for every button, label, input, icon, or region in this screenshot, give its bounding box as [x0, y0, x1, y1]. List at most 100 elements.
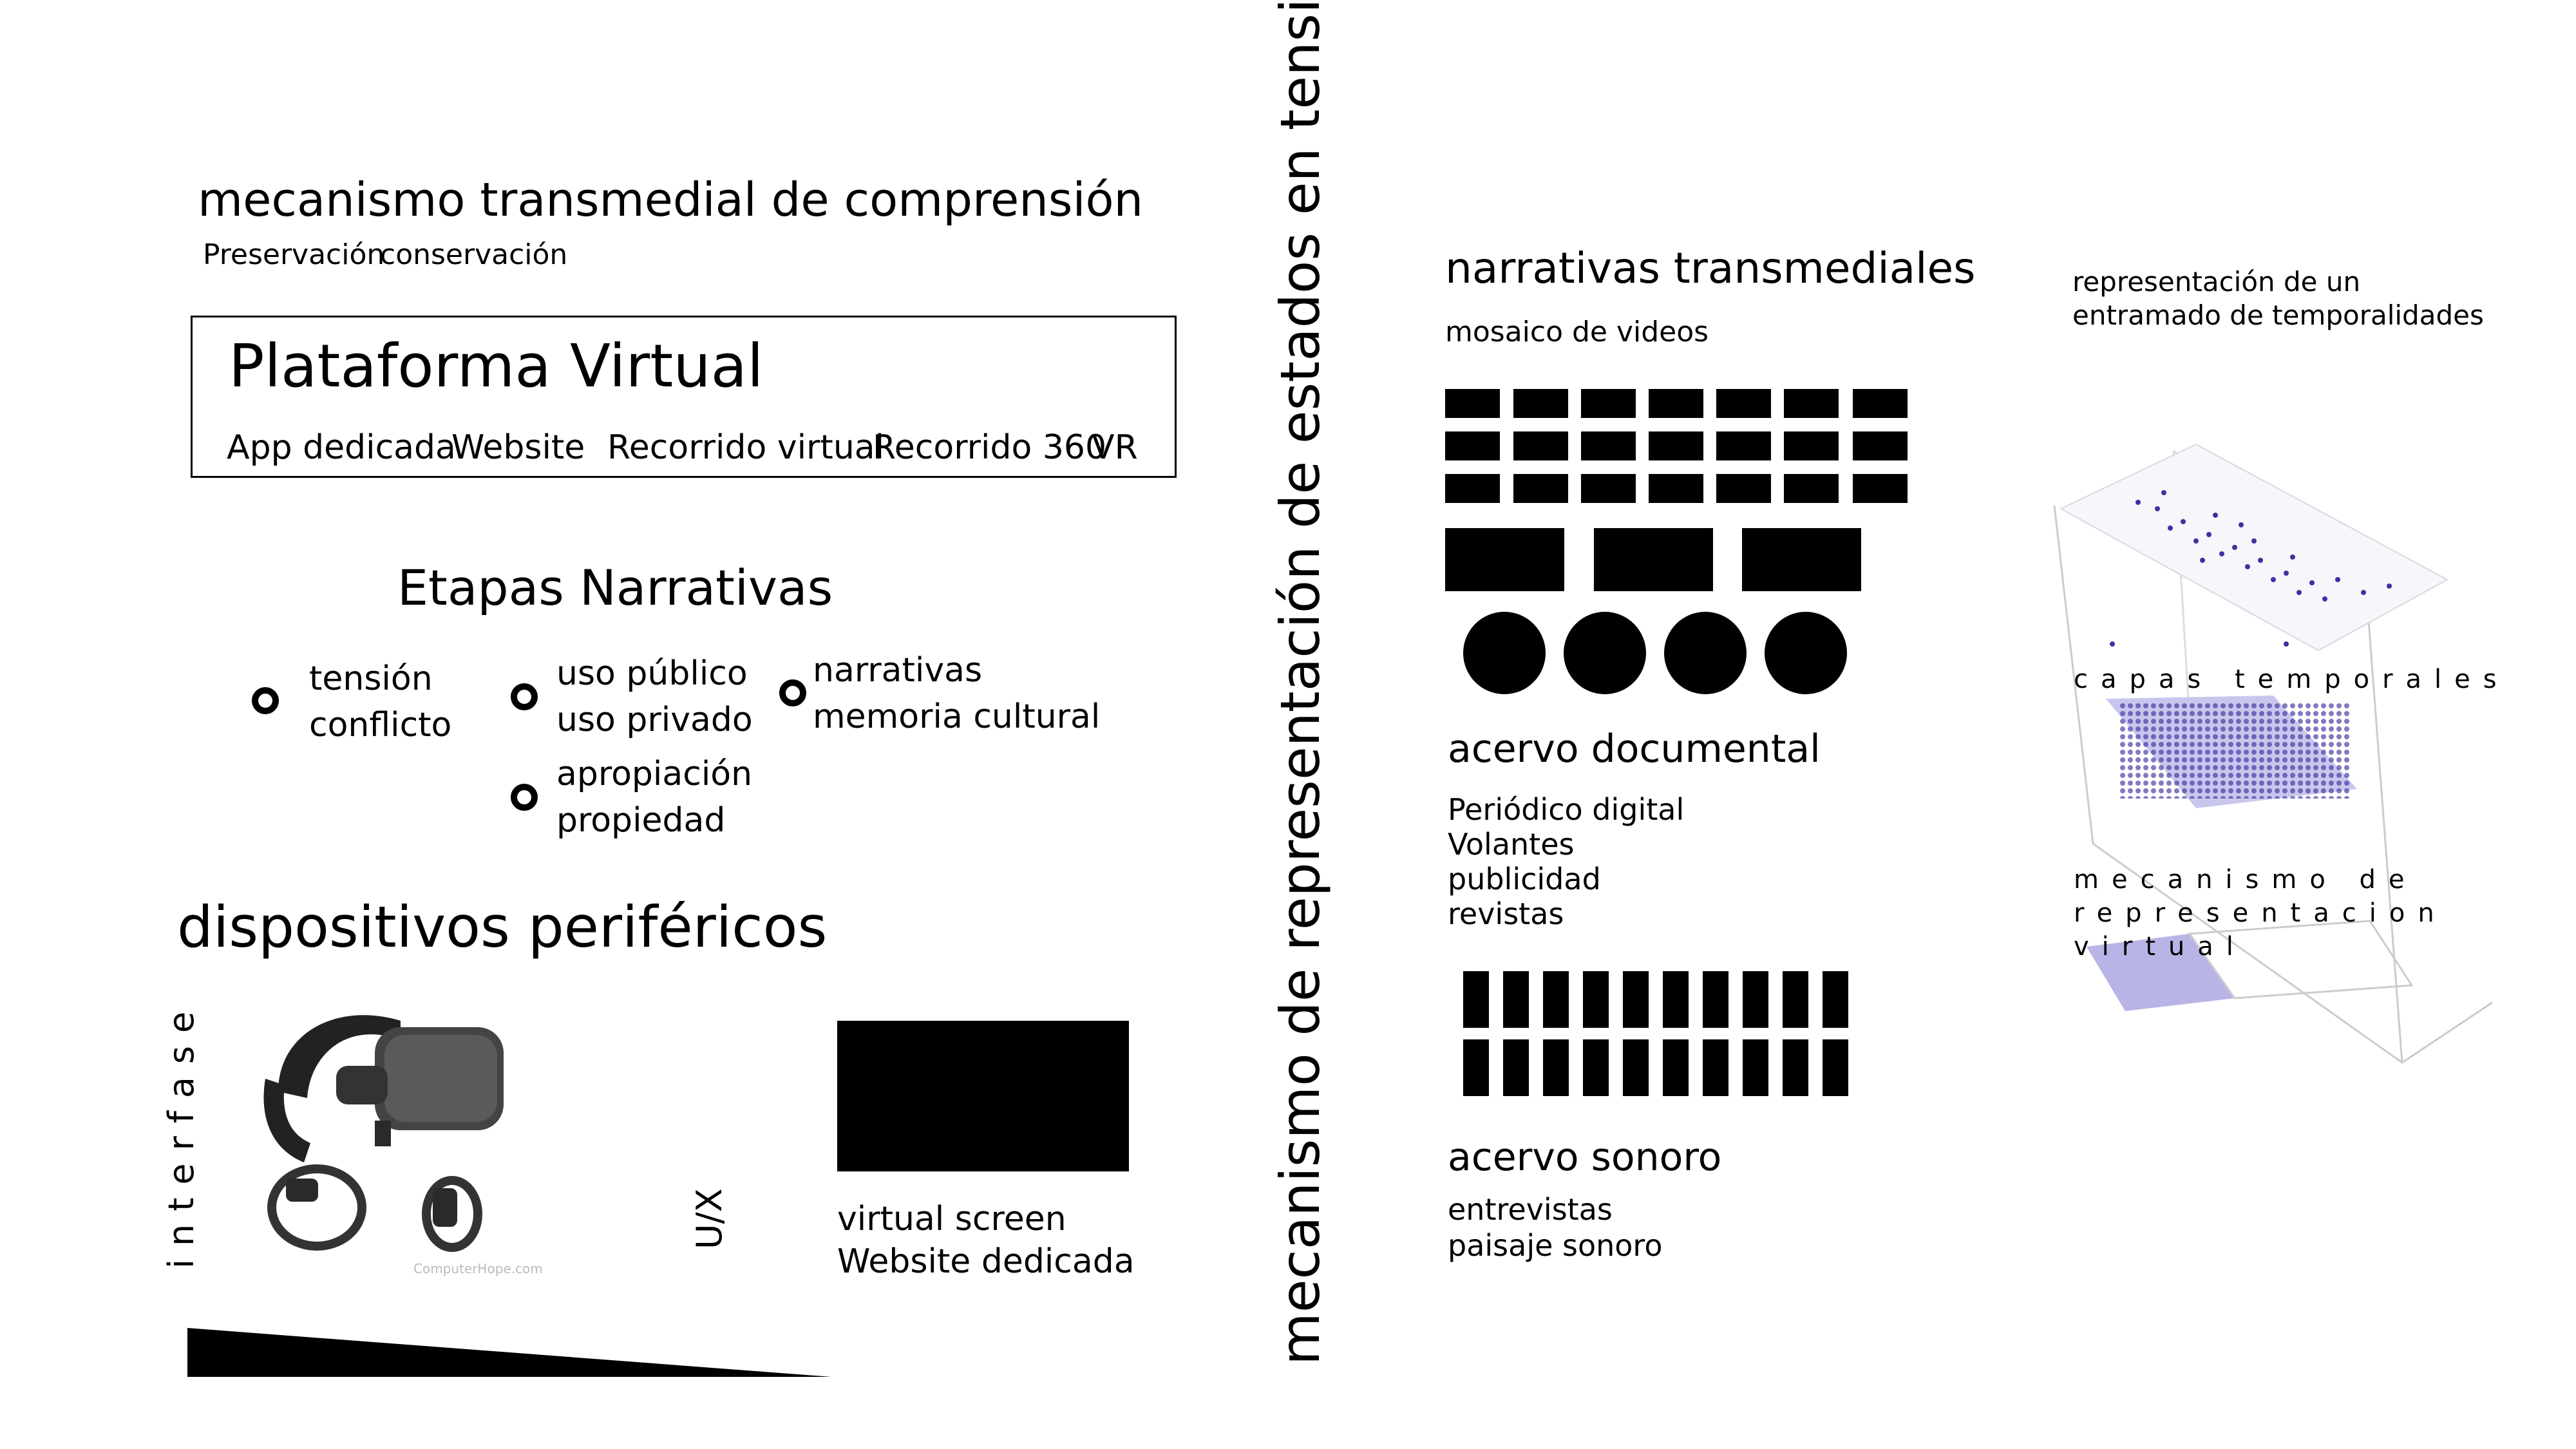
platform-item-vr: VR — [1092, 428, 1138, 467]
mechanism-line: virtual — [2074, 932, 2246, 961]
video-tile — [1853, 474, 1908, 503]
video-tile — [1581, 431, 1636, 460]
document-bar — [1543, 971, 1569, 1028]
video-circle — [1765, 612, 1847, 694]
subtitle-conservacion: conservación — [380, 238, 568, 271]
video-tile — [1649, 431, 1703, 460]
circle-marker-icon — [511, 683, 538, 710]
temporal-caption-line: entramado de temporalidades — [2072, 299, 2484, 331]
vr-headset-icon — [263, 1015, 504, 1252]
document-bar — [1623, 1039, 1649, 1096]
document-bar — [1743, 971, 1768, 1028]
screen-line: Website dedicada — [837, 1242, 1135, 1281]
subtitle-preservacion: Preservación — [203, 238, 385, 271]
video-tile-large — [1742, 528, 1861, 591]
video-tile — [1445, 474, 1500, 503]
main-title: mecanismo transmedial de comprensión — [198, 173, 1144, 227]
stage-line: apropiación — [556, 755, 753, 793]
video-circle — [1664, 612, 1747, 694]
documents-list: Periódico digital Volantes publicidad re… — [1448, 792, 1684, 931]
documents-item: publicidad — [1448, 862, 1601, 896]
temporal-caption-line: representación de un — [2072, 266, 2361, 298]
documents-title: acervo documental — [1448, 726, 1821, 772]
video-tile — [1513, 474, 1568, 503]
video-tile — [1784, 474, 1839, 503]
circle-marker-icon — [511, 784, 538, 811]
video-tile — [1581, 474, 1636, 503]
document-bar — [1703, 971, 1728, 1028]
video-tile — [1716, 431, 1771, 460]
document-bar — [1463, 1039, 1489, 1096]
video-tile — [1445, 431, 1500, 460]
video-tile-large — [1445, 528, 1564, 591]
video-tile-large — [1594, 528, 1713, 591]
platform-box: Plataforma Virtual App dedicada Website … — [191, 316, 1177, 478]
stage-tension: tensión conflicto — [309, 656, 451, 748]
sound-item: entrevistas — [1448, 1192, 1613, 1227]
video-tile — [1853, 389, 1908, 418]
stages-title: Etapas Narrativas — [397, 559, 833, 616]
document-bar — [1503, 1039, 1529, 1096]
platform-item-website: Website — [451, 428, 585, 467]
platform-title: Plataforma Virtual — [229, 332, 764, 401]
document-bar — [1823, 971, 1848, 1028]
stage-line: uso privado — [556, 701, 753, 739]
document-bar — [1583, 1039, 1609, 1096]
video-circle — [1463, 612, 1546, 694]
wedge-bar — [187, 1328, 831, 1377]
stage-apropiacion: apropiación propiedad — [556, 751, 752, 844]
document-bar — [1743, 1039, 1768, 1096]
stage-narrativas: narrativas memoria cultural — [813, 647, 1100, 740]
screen-line: virtual screen — [837, 1200, 1066, 1238]
documents-item: revistas — [1448, 896, 1564, 931]
document-bar — [1463, 971, 1489, 1028]
mechanism-label: mecanismo de representacion virtual — [2074, 863, 2447, 963]
vr-watermark: ComputerHope.com — [413, 1261, 543, 1276]
document-bar — [1823, 1039, 1848, 1096]
video-tile — [1716, 389, 1771, 418]
virtual-screen-block — [837, 1021, 1129, 1171]
platform-item-app: App dedicada — [227, 428, 456, 467]
document-bar — [1583, 971, 1609, 1028]
video-tile — [1784, 389, 1839, 418]
devices-title: dispositivos periféricos — [177, 894, 828, 960]
sound-list: entrevistas paisaje sonoro — [1448, 1191, 1662, 1264]
documents-item: Volantes — [1448, 827, 1575, 862]
video-tile — [1513, 431, 1568, 460]
platform-item-recorrido-virtual: Recorrido virtual — [607, 428, 885, 467]
sound-item: paisaje sonoro — [1448, 1228, 1663, 1263]
stage-line: memoria cultural — [813, 697, 1101, 736]
stage-line: conflicto — [309, 706, 452, 744]
temporal-layers-diagram — [2053, 443, 2492, 1064]
stage-line: propiedad — [556, 801, 726, 840]
circle-marker-icon — [252, 687, 279, 714]
document-bar — [1703, 1039, 1728, 1096]
video-circle — [1564, 612, 1646, 694]
circle-marker-icon — [779, 679, 806, 706]
video-tile — [1445, 389, 1500, 418]
document-bar — [1623, 971, 1649, 1028]
document-bar — [1503, 971, 1529, 1028]
virtual-screen-caption: virtual screen Website dedicada — [837, 1198, 1135, 1283]
sound-title: acervo sonoro — [1448, 1135, 1722, 1180]
document-bar — [1783, 1039, 1808, 1096]
stage-line: uso público — [556, 654, 748, 693]
stage-line: narrativas — [813, 651, 983, 690]
platform-item-recorrido-360: Recorrido 360 — [873, 428, 1107, 467]
video-tile — [1716, 474, 1771, 503]
vertical-title: mecanismo de representación de estados e… — [1269, 0, 1332, 1365]
video-tile — [1649, 474, 1703, 503]
documents-item: Periódico digital — [1448, 792, 1685, 827]
interface-label-text: interfase — [161, 998, 202, 1269]
document-bar — [1663, 971, 1689, 1028]
video-tile — [1513, 389, 1568, 418]
ux-label: U/X — [689, 1188, 730, 1249]
document-bar — [1783, 971, 1808, 1028]
document-bar — [1543, 1039, 1569, 1096]
narratives-title: narrativas transmediales — [1445, 243, 1976, 293]
stage-uso: uso público uso privado — [556, 650, 753, 743]
video-tile — [1581, 389, 1636, 418]
video-tile — [1649, 389, 1703, 418]
video-tile — [1784, 431, 1839, 460]
layers-label: capas temporales — [2074, 665, 2510, 694]
